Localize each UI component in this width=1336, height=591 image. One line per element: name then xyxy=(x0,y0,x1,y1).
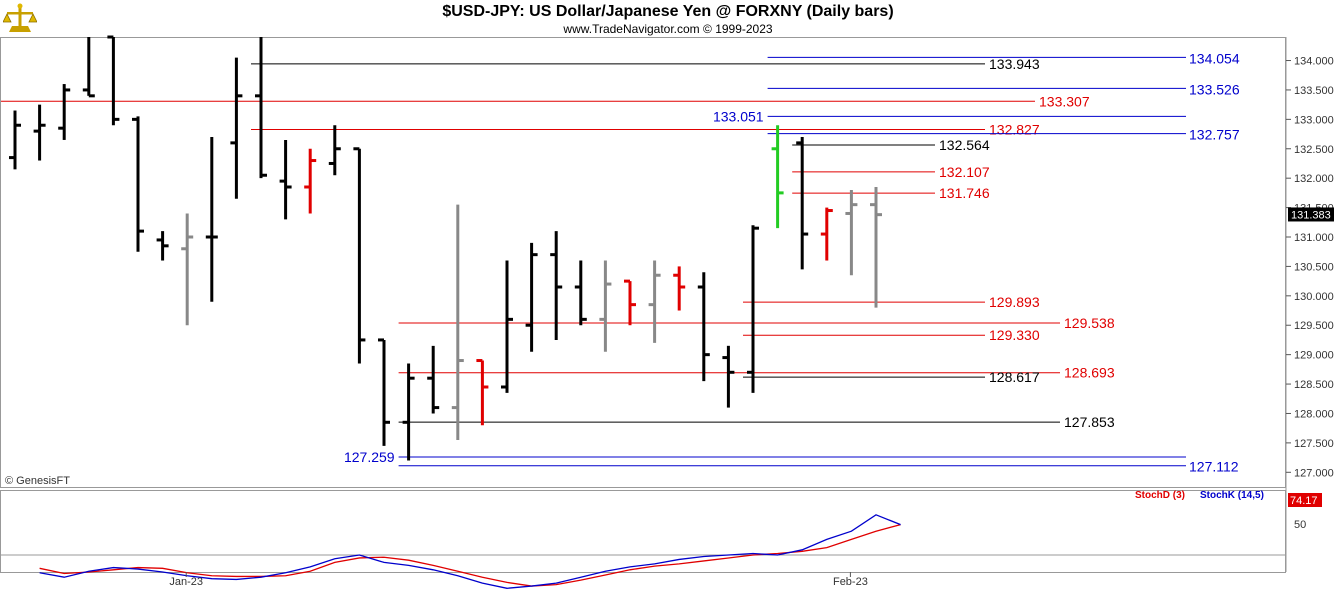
level-label: 132.827 xyxy=(989,122,1040,138)
ohlc-bar xyxy=(205,137,218,302)
level-label: 132.564 xyxy=(939,137,990,153)
indicator-series-line xyxy=(39,514,901,589)
y-tick-label: 134.000 xyxy=(1294,56,1334,68)
last-price-label: 131.383 xyxy=(1291,209,1331,221)
date-label: Jan-23 xyxy=(169,576,203,588)
ohlc-bar xyxy=(747,225,759,393)
chart-subtitle: www.TradeNavigator.com © 1999-2023 xyxy=(563,22,773,36)
ohlc-bar xyxy=(328,125,341,176)
y-tick-label: 132.000 xyxy=(1294,173,1334,185)
y-tick-label: 131.000 xyxy=(1294,232,1334,244)
ohlc-bar xyxy=(279,139,292,220)
copyright-text: © GenesisFT xyxy=(5,475,70,487)
ohlc-bar xyxy=(722,345,735,408)
level-label: 133.526 xyxy=(1189,81,1240,97)
ohlc-bar xyxy=(255,37,267,179)
y-tick-label: 128.500 xyxy=(1294,379,1334,391)
ohlc-bar xyxy=(353,147,366,364)
price-bars xyxy=(9,35,882,461)
ohlc-bar xyxy=(525,242,538,352)
ohlc-bar xyxy=(820,207,833,261)
level-label: 132.107 xyxy=(939,164,990,180)
level-label: 129.893 xyxy=(989,294,1040,310)
level-label: 131.746 xyxy=(939,185,990,201)
genesis-logo-icon xyxy=(2,3,38,38)
ohlc-bar xyxy=(402,363,415,461)
level-label: 133.051 xyxy=(713,108,764,124)
y-tick-label: 128.000 xyxy=(1294,408,1334,420)
ohlc-bar xyxy=(33,104,46,161)
ohlc-bar xyxy=(870,187,882,308)
ohlc-bar xyxy=(673,266,686,311)
y-tick-label: 127.500 xyxy=(1294,438,1334,450)
ohlc-bar xyxy=(230,57,243,199)
indicator-legend-label: StochK (14,5) xyxy=(1200,490,1264,501)
price-axis: 127.000 127.500 128.000 128.500 129.000 129.5… xyxy=(1286,56,1334,479)
level-label: 133.307 xyxy=(1039,93,1090,109)
y-tick-label: 127.000 xyxy=(1294,467,1334,479)
y-tick-label: 133.500 xyxy=(1294,85,1334,97)
level-label: 127.112 xyxy=(1189,459,1239,475)
ohlc-bar xyxy=(132,116,144,252)
ohlc-bar xyxy=(771,125,784,229)
y-tick-label: 129.000 xyxy=(1294,350,1334,362)
level-label: 128.617 xyxy=(989,369,1040,385)
y-tick-label: 132.500 xyxy=(1294,144,1334,156)
ohlc-bar xyxy=(550,231,563,340)
ohlc-bar xyxy=(9,110,21,170)
level-label: 134.054 xyxy=(1189,50,1240,66)
last-price-tag xyxy=(1288,207,1334,222)
ohlc-bar xyxy=(82,37,95,98)
y-tick-label: 129.500 xyxy=(1294,320,1334,332)
indicator-tick-label: 50 xyxy=(1294,519,1306,531)
ohlc-bar xyxy=(845,189,858,276)
indicator-legend-label: StochD (3) xyxy=(1135,490,1185,501)
indicator-panel-border xyxy=(0,490,1286,573)
ohlc-bar xyxy=(476,359,489,426)
ohlc-bar xyxy=(156,231,169,261)
date-label: Feb-23 xyxy=(833,576,868,588)
ohlc-bar xyxy=(648,260,661,343)
indicator-value-tag xyxy=(1288,493,1322,507)
ohlc-bar xyxy=(427,345,440,414)
indicator-series-line xyxy=(39,524,901,587)
y-tick-label: 130.000 xyxy=(1294,291,1334,303)
y-tick-label: 133.000 xyxy=(1294,114,1334,126)
ohlc-bar xyxy=(304,148,317,214)
ohlc-bar xyxy=(107,35,120,126)
stochastic-panel: StochD (3) StochK (14,5) 50 74.17 xyxy=(1,490,1322,589)
level-lines: 134.054 133.943 133.526 133.307 133.051 132.8… xyxy=(1,50,1240,475)
level-label: 133.943 xyxy=(989,56,1040,72)
level-label: 127.853 xyxy=(1064,414,1115,430)
level-label: 129.538 xyxy=(1064,315,1115,331)
ohlc-bar xyxy=(501,260,513,393)
ohlc-bar xyxy=(574,260,587,326)
y-tick-label: 130.500 xyxy=(1294,261,1334,273)
level-label: 129.330 xyxy=(989,327,1040,343)
ohlc-bar xyxy=(697,272,710,382)
ohlc-bar xyxy=(181,213,194,326)
ohlc-bar xyxy=(58,84,71,140)
level-label: 127.259 xyxy=(344,449,395,465)
ohlc-bar xyxy=(599,260,612,352)
ohlc-bar xyxy=(378,338,390,446)
ohlc-bar xyxy=(796,137,809,270)
level-label: 132.757 xyxy=(1189,127,1240,143)
ohlc-bar xyxy=(624,279,636,326)
ohlc-bar xyxy=(451,204,464,440)
chart-title: $USD-JPY: US Dollar/Japanese Yen @ FORXN… xyxy=(442,3,894,20)
indicator-value-label: 74.17 xyxy=(1290,495,1318,507)
level-label: 128.693 xyxy=(1064,365,1115,381)
chart-frame xyxy=(0,37,1287,573)
